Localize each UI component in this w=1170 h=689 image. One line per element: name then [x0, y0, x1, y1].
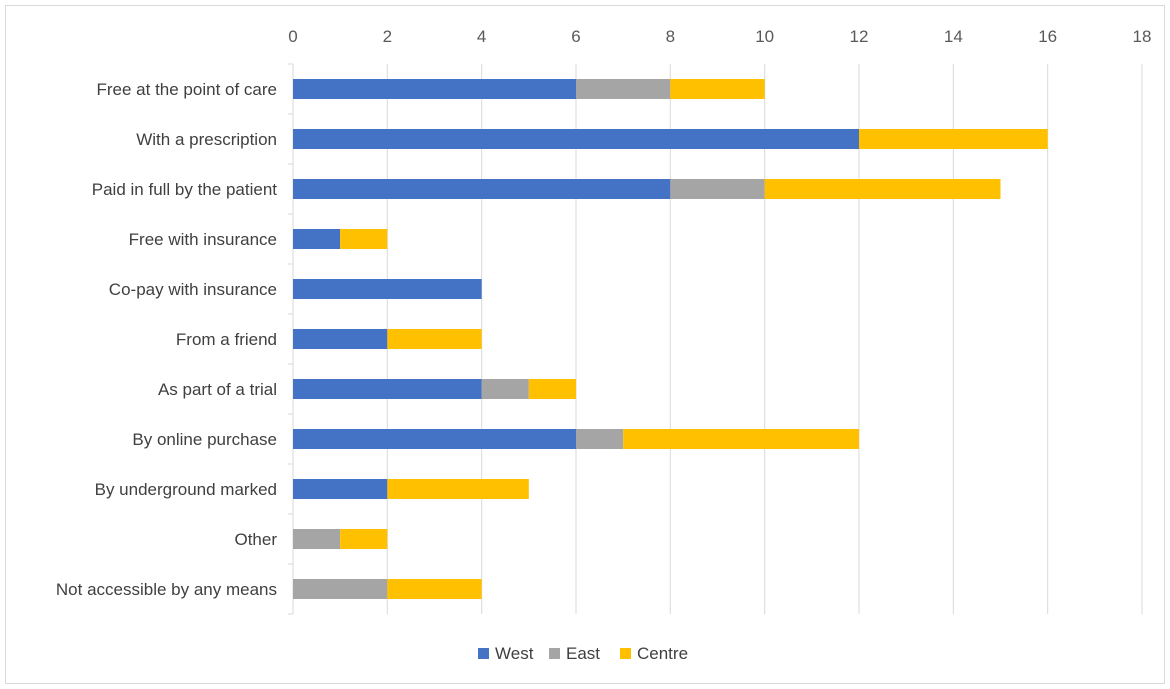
- category-label: By underground marked: [95, 480, 277, 499]
- bar-west: [293, 129, 859, 149]
- x-tick-label: 6: [571, 27, 580, 46]
- bar-centre: [387, 579, 482, 599]
- category-label: Free with insurance: [129, 230, 277, 249]
- bar-centre: [670, 79, 765, 99]
- category-label: Other: [234, 530, 277, 549]
- bar-east: [293, 529, 341, 549]
- x-tick-label: 0: [288, 27, 297, 46]
- legend-swatch-west: [478, 648, 489, 659]
- category-label: From a friend: [176, 330, 277, 349]
- x-tick-label: 4: [477, 27, 486, 46]
- bar-centre: [764, 179, 1001, 199]
- bar-west: [293, 329, 388, 349]
- bar-east: [293, 579, 388, 599]
- x-tick-label: 14: [944, 27, 963, 46]
- legend-label-west: West: [495, 644, 534, 663]
- category-label: Not accessible by any means: [56, 580, 277, 599]
- x-tick-label: 2: [383, 27, 392, 46]
- legend-label-centre: Centre: [637, 644, 688, 663]
- bar-centre: [340, 529, 388, 549]
- bar-centre: [859, 129, 1048, 149]
- bar-west: [293, 379, 482, 399]
- category-label: Free at the point of care: [97, 80, 278, 99]
- bar-east: [481, 379, 529, 399]
- legend-swatch-centre: [620, 648, 631, 659]
- category-label: With a prescription: [136, 130, 277, 149]
- category-label: As part of a trial: [158, 380, 277, 399]
- category-label: Co-pay with insurance: [109, 280, 277, 299]
- bar-centre: [528, 379, 576, 399]
- bar-east: [670, 179, 765, 199]
- bar-centre: [340, 229, 388, 249]
- category-label: By online purchase: [132, 430, 277, 449]
- x-tick-label: 12: [850, 27, 869, 46]
- bar-west: [293, 279, 482, 299]
- bar-west: [293, 229, 341, 249]
- bar-centre: [387, 329, 482, 349]
- x-tick-label: 16: [1038, 27, 1057, 46]
- bar-east: [576, 79, 671, 99]
- stacked-bar-chart: 0 2 4 6 8 10 12 14 16 18 Free at the point of care…: [56, 27, 1152, 663]
- bar-west: [293, 79, 576, 99]
- bar-west: [293, 479, 388, 499]
- x-tick-label: 10: [755, 27, 774, 46]
- bar-west: [293, 179, 671, 199]
- bar-centre: [623, 429, 859, 449]
- legend-label-east: East: [566, 644, 600, 663]
- bar-west: [293, 429, 576, 449]
- category-label: Paid in full by the patient: [92, 180, 278, 199]
- x-tick-label: 8: [666, 27, 675, 46]
- bar-east: [576, 429, 624, 449]
- x-tick-label: 18: [1133, 27, 1152, 46]
- bar-centre: [387, 479, 529, 499]
- legend-swatch-east: [549, 648, 560, 659]
- chart-area: 0 2 4 6 8 10 12 14 16 18 Free at the point of care…: [5, 5, 1165, 684]
